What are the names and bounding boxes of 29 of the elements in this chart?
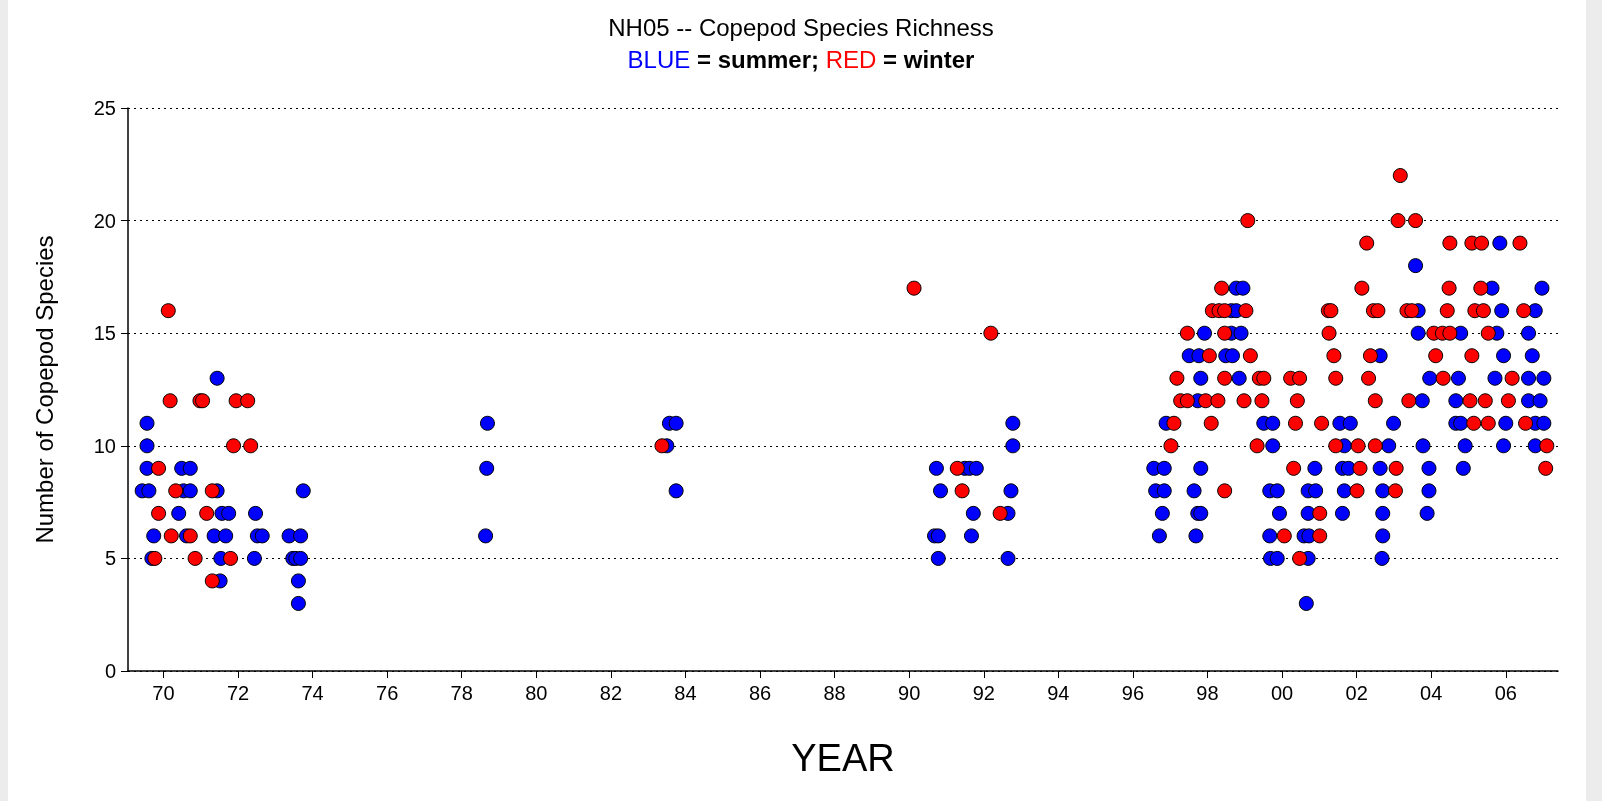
x-tick-label: 80 — [525, 682, 548, 704]
x-axis-title: YEAR — [791, 737, 895, 779]
chart-title: NH05 -- Copepod Species Richness — [608, 13, 994, 41]
x-tick-label: 82 — [599, 682, 623, 704]
x-tick-label: 72 — [226, 682, 250, 704]
x-tick-label: 96 — [1121, 682, 1145, 704]
y-tick-label: 20 — [93, 209, 116, 232]
y-tick-label: 15 — [93, 322, 116, 345]
x-tick-label: 78 — [450, 682, 473, 704]
x-tick-label: 92 — [972, 682, 995, 704]
y-tick-label: 5 — [104, 547, 116, 570]
y-tick-label: 10 — [93, 434, 116, 457]
x-tick-label: 90 — [898, 682, 921, 704]
x-tick-label: 86 — [748, 682, 772, 704]
x-tick-label: 06 — [1494, 682, 1517, 704]
y-tick-label: 25 — [93, 97, 116, 119]
y-tick-label: 0 — [104, 660, 116, 682]
chart-subtitle: BLUE = summer; RED = winter — [627, 45, 975, 73]
x-tick-label: 76 — [376, 682, 399, 704]
x-tick-label: 88 — [823, 682, 846, 704]
x-tick-label: 70 — [152, 682, 175, 704]
x-tick-label: 98 — [1196, 682, 1219, 704]
y-axis-title: Number of Copepod Species — [30, 235, 58, 544]
x-tick-label: 94 — [1047, 682, 1070, 704]
x-tick-label: 04 — [1420, 682, 1443, 704]
x-tick-label: 00 — [1270, 682, 1294, 704]
x-tick-label: 74 — [301, 682, 324, 704]
x-tick-label: 02 — [1345, 682, 1368, 704]
x-tick-label: 84 — [674, 682, 697, 704]
